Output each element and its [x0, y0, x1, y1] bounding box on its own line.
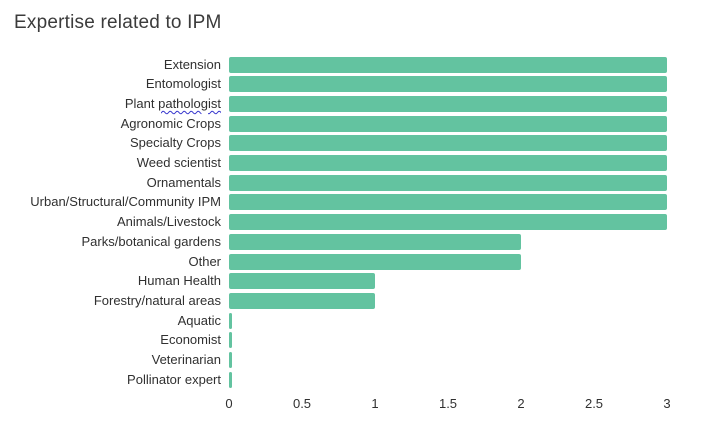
bar-row: Forestry/natural areas [0, 291, 714, 310]
bar [229, 135, 667, 152]
category-label: Plant pathologist [124, 95, 221, 111]
bar [229, 56, 667, 73]
bar [229, 273, 375, 290]
bar [229, 352, 232, 368]
bar-row: Plant pathologist [0, 94, 714, 113]
bar-row: Agronomic Crops [0, 114, 714, 133]
category-label: Entomologist [145, 76, 221, 92]
bar-row: Aquatic [0, 311, 714, 330]
bar-row: Parks/botanical gardens [0, 232, 714, 251]
x-tick-label: 0 [225, 396, 233, 411]
bar [229, 233, 521, 250]
category-label: Other [188, 253, 221, 269]
category-label: Aquatic [177, 312, 221, 328]
x-tick-label: 1.5 [438, 396, 458, 411]
category-label: Extension [163, 56, 221, 72]
spellcheck-underline: pathologist [158, 95, 221, 111]
x-tick-label: 1 [371, 396, 379, 411]
bar-row: Specialty Crops [0, 134, 714, 153]
bar-row: Animals/Livestock [0, 213, 714, 232]
category-label: Urban/Structural/Community IPM [30, 194, 221, 210]
bar [229, 312, 232, 329]
chart-title: Expertise related to IPM [14, 12, 222, 33]
category-label: Agronomic Crops [120, 115, 221, 131]
category-label: Animals/Livestock [116, 214, 221, 230]
bar-row: Other [0, 252, 714, 271]
bar [229, 332, 232, 349]
bar [229, 292, 375, 309]
bar-row: Entomologist [0, 75, 714, 94]
x-axis: 0 0.5 1 1.5 2 2.5 3 [0, 396, 714, 414]
x-tick-label: 2.5 [584, 396, 604, 411]
bar [229, 155, 667, 171]
category-label: Pollinator expert [127, 371, 221, 387]
bar [229, 174, 667, 191]
bar [229, 194, 667, 211]
x-tick-label: 3 [663, 396, 671, 411]
bar [229, 253, 521, 270]
bar-row: Extension [0, 55, 714, 74]
bar [229, 76, 667, 93]
bar [229, 371, 232, 388]
category-label: Human Health [137, 273, 221, 289]
bar-row: Urban/Structural/Community IPM [0, 193, 714, 212]
bar [229, 115, 667, 132]
category-label: Weed scientist [136, 155, 221, 170]
bar [229, 214, 667, 231]
bar-row: Economist [0, 331, 714, 350]
bar [229, 95, 667, 112]
bar-row: Weed scientist [0, 154, 714, 173]
category-label: Veterinarian [151, 352, 221, 367]
bar-row: Veterinarian [0, 351, 714, 370]
bar-row: Pollinator expert [0, 370, 714, 389]
category-label: Parks/botanical gardens [81, 233, 221, 249]
category-label: Specialty Crops [129, 135, 221, 151]
category-label: Forestry/natural areas [93, 292, 221, 308]
x-tick-label: 2 [517, 396, 525, 411]
bar-row: Ornamentals [0, 173, 714, 192]
category-label: Ornamentals [146, 174, 221, 190]
category-label: Economist [160, 332, 221, 348]
bar-row: Human Health [0, 272, 714, 291]
x-tick-label: 0.5 [292, 396, 312, 411]
